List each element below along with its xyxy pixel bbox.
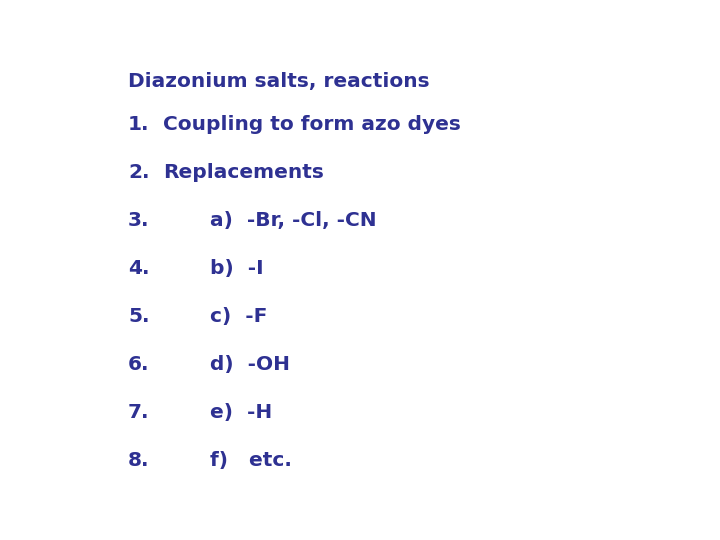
Text: 5.: 5. <box>128 307 150 326</box>
Text: b)  -I: b) -I <box>210 259 264 278</box>
Text: f)   etc.: f) etc. <box>210 451 292 470</box>
Text: 7.: 7. <box>128 403 150 422</box>
Text: 6.: 6. <box>128 355 150 374</box>
Text: 8.: 8. <box>128 451 150 470</box>
Text: Replacements: Replacements <box>163 163 324 182</box>
Text: 1.: 1. <box>128 115 150 134</box>
Text: d)  -OH: d) -OH <box>210 355 290 374</box>
Text: e)  -H: e) -H <box>210 403 272 422</box>
Text: Coupling to form azo dyes: Coupling to form azo dyes <box>163 115 461 134</box>
Text: 4.: 4. <box>128 259 150 278</box>
Text: 3.: 3. <box>128 211 150 230</box>
Text: 2.: 2. <box>128 163 150 182</box>
Text: Diazonium salts, reactions: Diazonium salts, reactions <box>128 72 430 91</box>
Text: c)  -F: c) -F <box>210 307 267 326</box>
Text: a)  -Br, -Cl, -CN: a) -Br, -Cl, -CN <box>210 211 377 230</box>
